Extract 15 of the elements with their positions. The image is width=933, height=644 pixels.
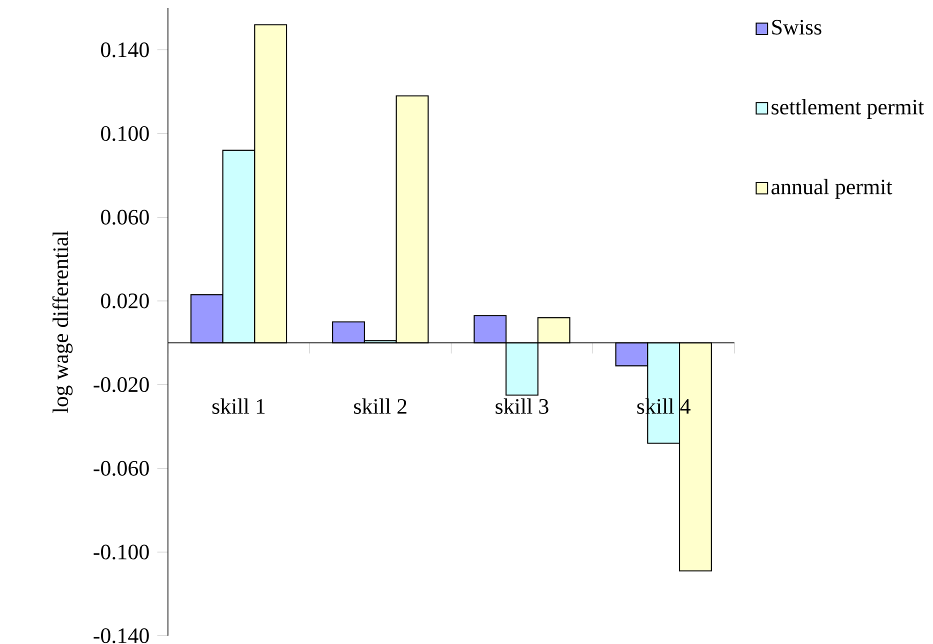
x-tick-label: skill 1 [212, 398, 265, 414]
legend-label: Swiss [772, 20, 822, 35]
y-tick-label: -0.100 [94, 544, 149, 560]
y-tick-label: 0.060 [101, 210, 149, 225]
y-tick-label: 0.140 [101, 42, 149, 58]
y-tick-label: -0.060 [94, 460, 149, 476]
y-tick-label: 0.100 [101, 126, 149, 142]
x-tick-label: skill 2 [354, 398, 406, 414]
legend-label: annual permit [772, 179, 892, 199]
y-tick-label: -0.140 [94, 628, 149, 644]
legend-label: settlement permit [772, 99, 924, 120]
y-tick-label: -0.020 [94, 377, 149, 392]
y-tick-label: 0.020 [101, 294, 149, 309]
y-axis-title: log wage differential [52, 231, 73, 413]
x-tick-label: skill 3 [496, 398, 548, 414]
